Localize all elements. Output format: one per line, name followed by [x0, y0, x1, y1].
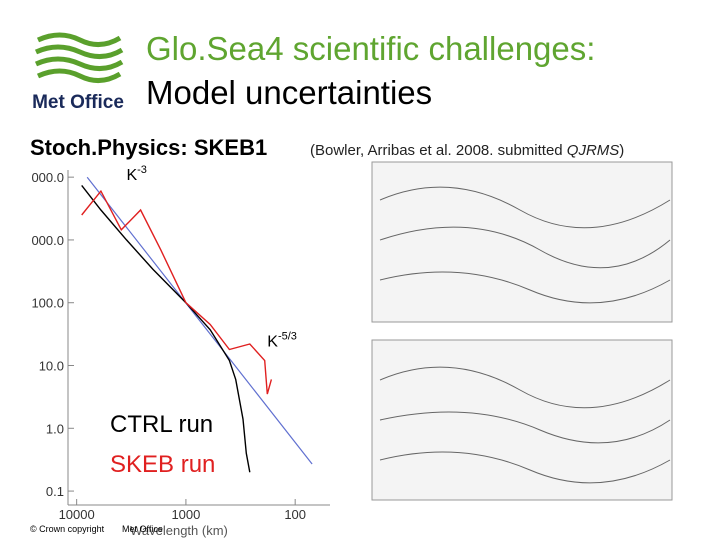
legend-entry: SKEB run	[110, 451, 215, 478]
legend-entry: CTRL run	[110, 411, 213, 438]
footer-org: Met Office	[122, 524, 163, 534]
y-tick-label: 100.0	[31, 296, 64, 311]
reference-line	[86, 176, 313, 465]
annotation: K-5/3	[267, 331, 297, 351]
annotation: K-3	[126, 164, 146, 184]
y-tick-label: 10.0	[39, 359, 64, 374]
x-tick-label: 100	[284, 507, 306, 522]
annotation-text: K	[126, 167, 137, 184]
annotation-superscript: -5/3	[278, 331, 297, 343]
y-tick-label: 000.0	[31, 170, 64, 185]
title-line2: Model uncertainties	[146, 74, 432, 111]
spectrum-chart: 000.0 000.0 100.0 10.0 1.0 0.1 10000 1000 100 Wav…	[31, 164, 330, 538]
subtitle: Stoch.Physics: SKEB1	[30, 135, 267, 160]
map-stochastic	[371, 339, 673, 501]
series-line	[81, 189, 273, 395]
citation: (Bowler, Arribas et al. 2008. submitted …	[310, 142, 624, 159]
series-line	[81, 184, 251, 473]
y-tick-label: 0.1	[46, 484, 64, 499]
x-tick-label: 10000	[59, 507, 95, 522]
annotation-superscript: -3	[137, 164, 147, 176]
logo-text: Met Office	[32, 92, 124, 113]
citation-journal: QJRMS	[567, 142, 620, 159]
logo: Met Office	[32, 32, 124, 113]
maps	[371, 161, 673, 501]
x-axis-label: Wavelength (km)	[130, 523, 228, 538]
y-tick-label: 1.0	[46, 421, 64, 436]
map-contours	[379, 186, 671, 484]
annotation-text: K	[267, 334, 278, 351]
x-tick-label: 1000	[171, 507, 200, 522]
y-tick-label: 000.0	[31, 233, 64, 248]
citation-text: (Bowler, Arribas et al. 2008. submitted	[310, 142, 567, 159]
copyright: © Crown copyright	[30, 524, 105, 534]
citation-end: )	[619, 142, 624, 159]
title-line1: Glo.Sea4 scientific challenges:	[146, 30, 595, 67]
